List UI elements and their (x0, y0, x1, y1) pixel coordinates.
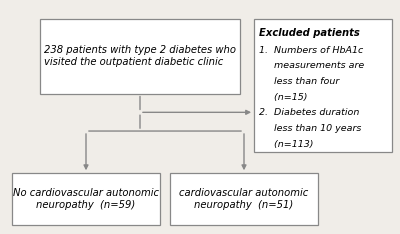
Text: less than 10 years: less than 10 years (259, 124, 361, 133)
Text: less than four: less than four (259, 77, 339, 86)
FancyBboxPatch shape (254, 19, 392, 152)
Text: measurements are: measurements are (259, 61, 364, 70)
FancyBboxPatch shape (12, 173, 160, 225)
Text: 238 patients with type 2 diabetes who
visited the outpatient diabetic clinic: 238 patients with type 2 diabetes who vi… (44, 45, 236, 67)
FancyBboxPatch shape (170, 173, 318, 225)
Text: (n=15): (n=15) (259, 93, 307, 102)
FancyBboxPatch shape (40, 19, 240, 94)
Text: cardiovascular autonomic
neuropathy  (n=51): cardiovascular autonomic neuropathy (n=5… (179, 188, 309, 210)
Text: 2.  Diabetes duration: 2. Diabetes duration (259, 108, 359, 117)
Text: Excluded patients: Excluded patients (259, 28, 360, 38)
Text: No cardiovascular autonomic
neuropathy  (n=59): No cardiovascular autonomic neuropathy (… (13, 188, 159, 210)
Text: 1.  Numbers of HbA1c: 1. Numbers of HbA1c (259, 46, 363, 55)
Text: (n=113): (n=113) (259, 140, 313, 149)
